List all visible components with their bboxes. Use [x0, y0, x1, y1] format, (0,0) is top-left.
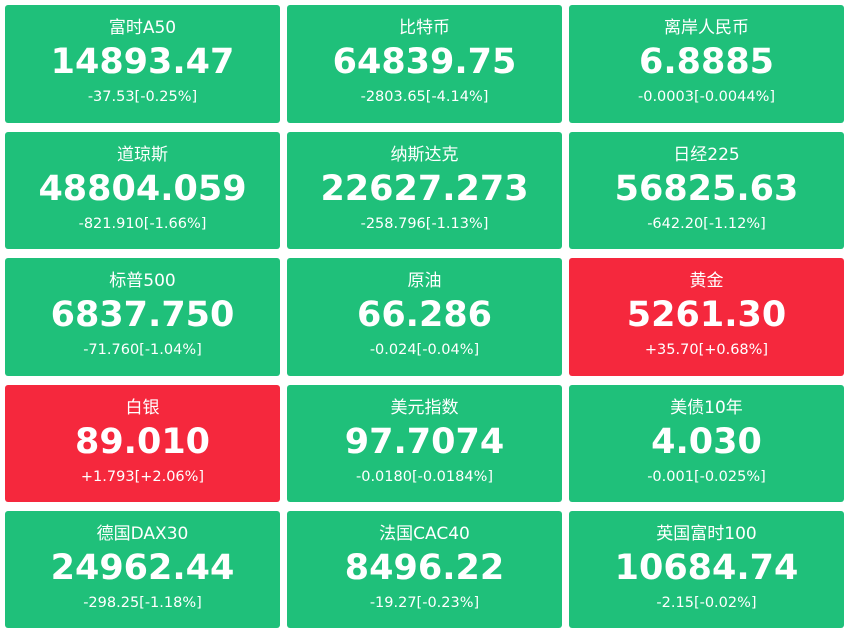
tile-change: -0.001[-0.025%]	[647, 469, 766, 485]
tile-price: 22627.273	[320, 169, 529, 209]
tile-price: 64839.75	[332, 42, 517, 82]
tile-price: 48804.059	[38, 169, 247, 209]
tile-price: 6837.750	[50, 295, 235, 335]
tile-price: 89.010	[74, 422, 211, 462]
tile-sp500[interactable]: 标普500 6837.750 -71.760[-1.04%]	[5, 258, 280, 376]
tile-price: 14893.47	[50, 42, 235, 82]
tile-name: 德国DAX30	[96, 524, 189, 544]
tile-name: 道琼斯	[117, 145, 168, 165]
tile-name: 英国富时100	[656, 524, 757, 544]
tile-change: -0.0003[-0.0044%]	[637, 89, 776, 105]
tile-change: -0.0180[-0.0184%]	[355, 469, 494, 485]
tile-name: 白银	[125, 398, 160, 418]
tile-price: 6.8885	[638, 42, 775, 82]
tile-change: -298.25[-1.18%]	[83, 595, 202, 611]
tile-cac40[interactable]: 法国CAC40 8496.22 -19.27[-0.23%]	[287, 511, 562, 628]
tile-us-10y-treasury[interactable]: 美债10年 4.030 -0.001[-0.025%]	[569, 385, 844, 502]
tile-change: -37.53[-0.25%]	[87, 89, 198, 105]
tile-dax30[interactable]: 德国DAX30 24962.44 -298.25[-1.18%]	[5, 511, 280, 628]
tile-bitcoin[interactable]: 比特币 64839.75 -2803.65[-4.14%]	[287, 5, 562, 123]
tile-gold[interactable]: 黄金 5261.30 +35.70[+0.68%]	[569, 258, 844, 376]
tile-name: 离岸人民币	[664, 18, 749, 38]
tile-price: 66.286	[356, 295, 493, 335]
tile-change: -642.20[-1.12%]	[647, 216, 766, 232]
tile-price: 56825.63	[614, 169, 799, 209]
tile-change: -821.910[-1.66%]	[78, 216, 207, 232]
tile-nikkei-225[interactable]: 日经225 56825.63 -642.20[-1.12%]	[569, 132, 844, 249]
tile-change: -0.024[-0.04%]	[369, 342, 480, 358]
tile-name: 富时A50	[108, 18, 177, 38]
tile-name: 原油	[407, 271, 442, 291]
tile-name: 日经225	[673, 145, 740, 165]
tile-price: 4.030	[651, 422, 762, 462]
tile-name: 标普500	[109, 271, 176, 291]
tile-change: +1.793[+2.06%]	[80, 469, 205, 485]
tile-name: 比特币	[399, 18, 450, 38]
tile-change: -258.796[-1.13%]	[360, 216, 489, 232]
tile-name: 法国CAC40	[379, 524, 470, 544]
tile-ftse100[interactable]: 英国富时100 10684.74 -2.15[-0.02%]	[569, 511, 844, 628]
tile-price: 10684.74	[614, 548, 799, 588]
tile-name: 纳斯达克	[390, 145, 459, 165]
tile-dow-jones[interactable]: 道琼斯 48804.059 -821.910[-1.66%]	[5, 132, 280, 249]
tile-change: -71.760[-1.04%]	[83, 342, 202, 358]
tile-change: -19.27[-0.23%]	[369, 595, 480, 611]
tile-name: 黄金	[689, 271, 724, 291]
tile-change: +35.70[+0.68%]	[644, 342, 769, 358]
tile-dollar-index[interactable]: 美元指数 97.7074 -0.0180[-0.0184%]	[287, 385, 562, 502]
tile-nasdaq[interactable]: 纳斯达克 22627.273 -258.796[-1.13%]	[287, 132, 562, 249]
tile-price: 97.7074	[344, 422, 505, 462]
tile-offshore-cny[interactable]: 离岸人民币 6.8885 -0.0003[-0.0044%]	[569, 5, 844, 123]
tile-change: -2.15[-0.02%]	[656, 595, 757, 611]
tile-price: 8496.22	[344, 548, 505, 588]
tile-silver[interactable]: 白银 89.010 +1.793[+2.06%]	[5, 385, 280, 502]
tile-name: 美债10年	[670, 398, 743, 418]
tile-ftse-china-a50[interactable]: 富时A50 14893.47 -37.53[-0.25%]	[5, 5, 280, 123]
tile-change: -2803.65[-4.14%]	[360, 89, 489, 105]
tile-name: 美元指数	[390, 398, 459, 418]
tile-price: 5261.30	[626, 295, 787, 335]
tile-price: 24962.44	[50, 548, 235, 588]
tile-crude-oil[interactable]: 原油 66.286 -0.024[-0.04%]	[287, 258, 562, 376]
